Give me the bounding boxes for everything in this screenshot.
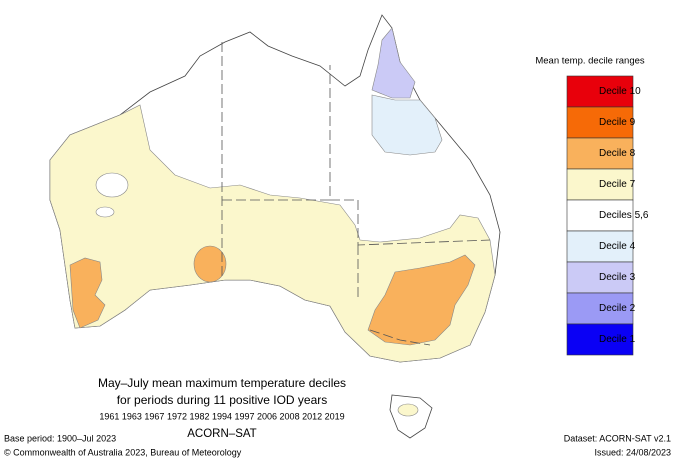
tasmania	[389, 394, 433, 439]
legend-swatch	[566, 323, 634, 356]
legend-swatch	[566, 292, 634, 325]
legend: Decile 10 Decile 9 Decile 8 Decile 7 Deciles…	[566, 75, 649, 356]
decile-3-region	[371, 27, 416, 99]
map	[49, 14, 501, 439]
white-patch	[95, 172, 129, 198]
legend-swatch	[566, 75, 634, 108]
state-border	[369, 329, 431, 346]
legend-label: Deciles 5,6	[599, 210, 649, 221]
legend-swatch	[566, 199, 634, 232]
decile-4-region	[371, 94, 443, 156]
caption-title: May–July mean maximum temperature decile…	[98, 376, 346, 390]
legend-label: Decile 8	[599, 148, 636, 159]
caption-dataset: ACORN–SAT	[187, 428, 256, 440]
legend-swatch	[566, 168, 634, 201]
decile-8-region	[69, 257, 106, 329]
legend-label: Decile 4	[599, 241, 636, 252]
legend-swatch	[566, 106, 634, 139]
legend-label: Decile 1	[599, 334, 636, 345]
legend-label: Decile 3	[599, 272, 636, 283]
legend-label: Decile 10	[599, 86, 641, 97]
decile-7-region	[397, 403, 419, 417]
legend-swatch	[566, 137, 634, 170]
base-period: Base period: 1900–Jul 2023	[4, 433, 116, 443]
legend-swatch	[566, 230, 634, 263]
decile-8-region	[193, 245, 227, 283]
state-border	[222, 65, 331, 201]
legend-swatch	[566, 261, 634, 294]
legend-label: Decile 7	[599, 179, 636, 190]
caption-years: 1961 1963 1967 1972 1982 1994 1997 2006 …	[99, 411, 344, 421]
copyright: © Commonwealth of Australia 2023, Bureau…	[4, 447, 242, 457]
issued: Issued: 24/08/2023	[594, 447, 671, 457]
legend-label: Decile 9	[599, 117, 636, 128]
state-border	[330, 199, 491, 246]
legend-label: Decile 2	[599, 303, 636, 314]
white-patch	[95, 206, 115, 218]
dataset: Dataset: ACORN-SAT v2.1	[564, 433, 671, 443]
legend-title: Mean temp. decile ranges	[535, 56, 645, 67]
caption-subtitle: for periods during 11 positive IOD years	[117, 393, 328, 407]
decile-8-region	[367, 254, 476, 346]
